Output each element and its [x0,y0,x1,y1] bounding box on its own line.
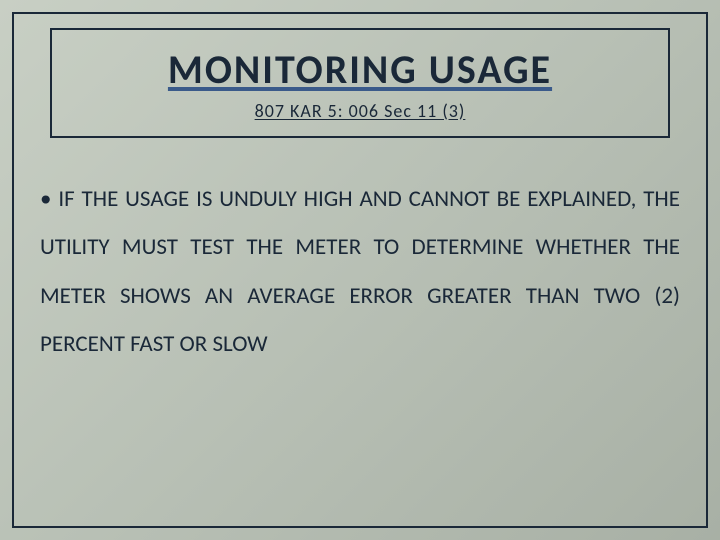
header-box: MONITORING USAGE 807 KAR 5: 006 Sec 11 (… [50,28,670,138]
bullet-text: IF THE USAGE IS UNDULY HIGH AND CANNOT B… [40,185,680,358]
bullet-item: • IF THE USAGE IS UNDULY HIGH AND CANNOT… [40,175,680,368]
slide-subtitle: 807 KAR 5: 006 Sec 11 (3) [255,100,466,122]
bullet-marker: • [40,185,51,213]
slide-title: MONITORING USAGE [168,45,552,94]
content-area: • IF THE USAGE IS UNDULY HIGH AND CANNOT… [40,175,680,368]
